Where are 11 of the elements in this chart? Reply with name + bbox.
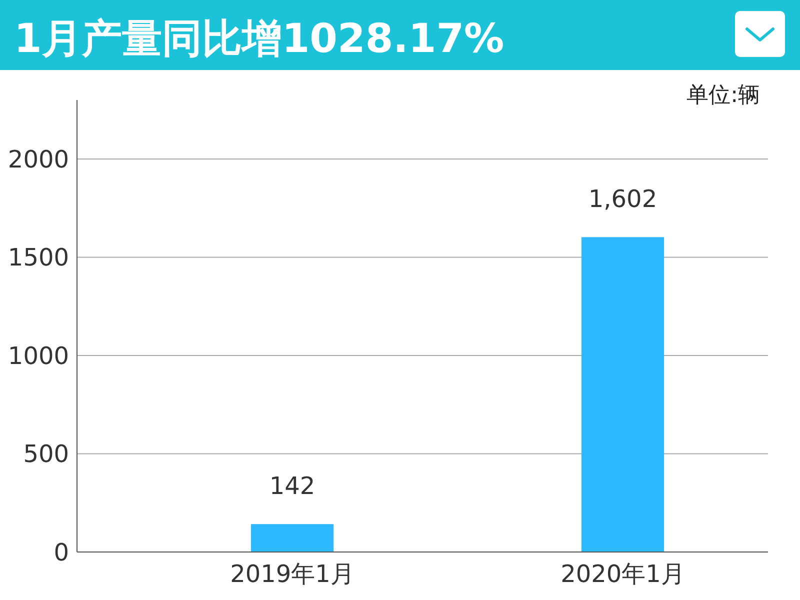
annotation: 单位:辆 [686,83,760,108]
x-tick-label: 2019年1月 [230,560,354,588]
y-tick-label: 0 [54,538,69,566]
data-label: 1,602 [588,185,658,214]
x-tick-label: 2020年1月 [560,560,685,588]
chart-title: 1月产量同比增1028.17% [14,16,504,62]
y-tick-label: 1000 [8,342,69,370]
y-tick-label: 1500 [8,244,69,272]
data-label: 142 [269,472,316,500]
y-tick-label: 2000 [8,145,69,174]
y-tick-label: 500 [23,440,69,468]
